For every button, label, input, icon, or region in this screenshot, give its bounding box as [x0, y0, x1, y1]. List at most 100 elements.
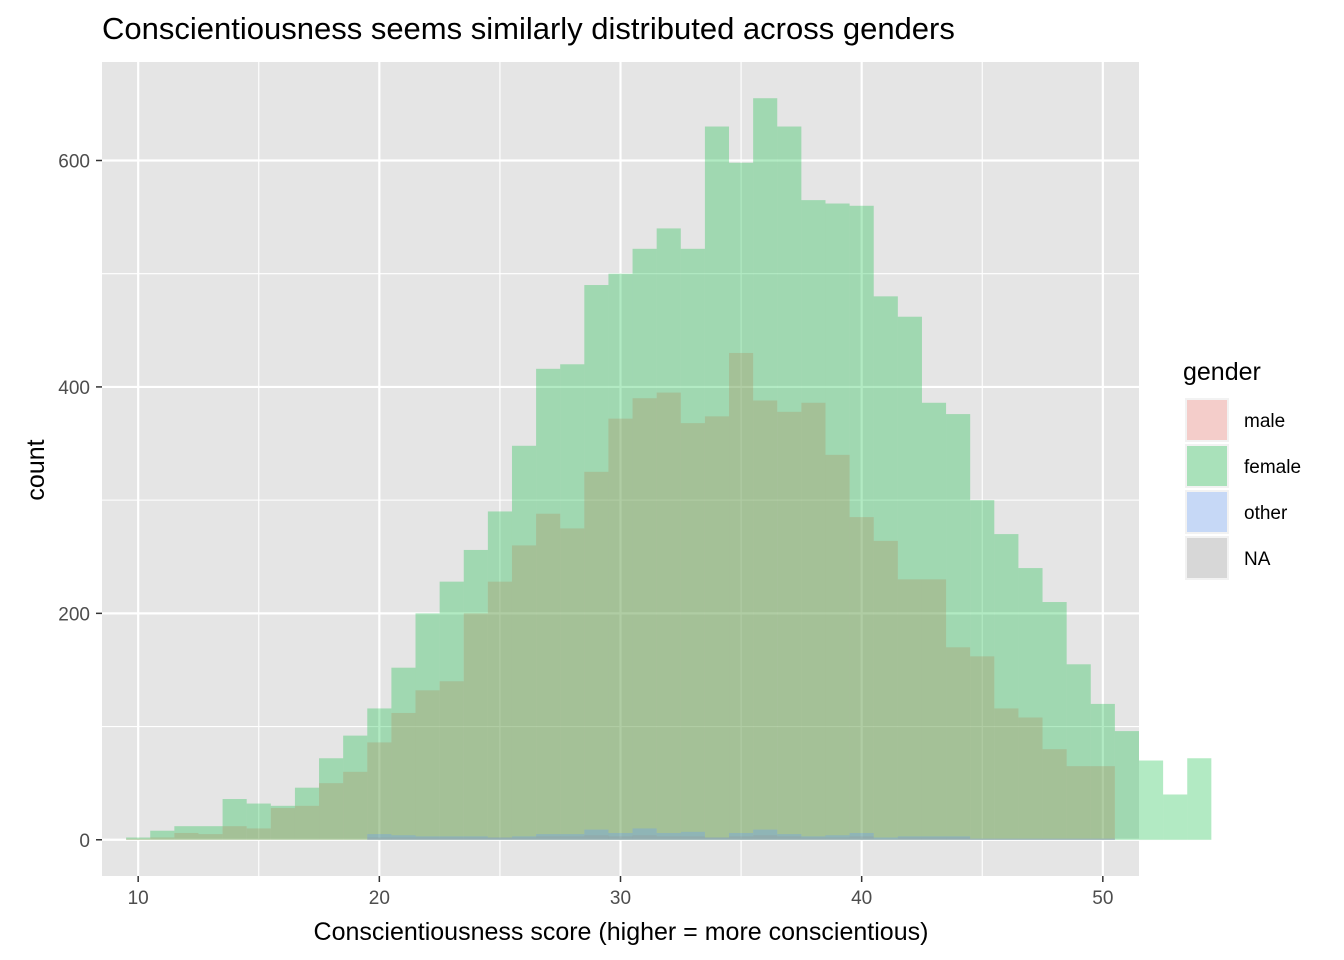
legend-label-male: male	[1244, 411, 1285, 432]
bar-female	[704, 126, 730, 840]
bar-na	[873, 838, 898, 840]
legend: gender male female other NA	[1183, 358, 1301, 580]
bar-female	[1187, 758, 1212, 840]
bar-male	[897, 579, 922, 840]
bar-female	[680, 248, 705, 840]
bar-other	[391, 835, 416, 840]
bar-male	[536, 513, 561, 840]
bar-female	[777, 126, 802, 840]
bar-na	[487, 837, 512, 840]
bar-female	[319, 758, 344, 840]
bar-male	[873, 540, 898, 840]
legend-key-female	[1187, 446, 1227, 486]
chart-title: Conscientiousness seems similarly distri…	[102, 11, 955, 46]
gridlines	[102, 62, 1139, 876]
bar-female	[994, 534, 1019, 840]
legend-key-male	[1187, 400, 1227, 440]
bar-female	[415, 613, 440, 840]
y-axis-title: count	[22, 439, 50, 500]
bar-female	[946, 414, 971, 840]
x-tick-label: 20	[369, 888, 390, 909]
bar-female	[487, 511, 512, 840]
bar-male	[704, 416, 730, 840]
bar-female	[343, 735, 368, 840]
bar-female	[897, 316, 922, 840]
bar-na	[897, 837, 922, 840]
bar-other	[439, 836, 464, 840]
legend-key-bg	[1185, 398, 1229, 442]
bar-other	[946, 836, 971, 840]
bar-male	[343, 771, 368, 840]
bar-male	[1066, 766, 1091, 840]
bar-female	[222, 799, 247, 840]
bar-male	[608, 418, 633, 840]
bar-male	[1090, 766, 1115, 840]
bar-other	[729, 832, 754, 840]
bar-male	[946, 647, 971, 840]
legend-label-female: female	[1244, 457, 1301, 478]
bar-female	[150, 830, 175, 840]
bar-female	[174, 826, 199, 840]
bar-na	[656, 836, 681, 840]
bar-female	[439, 581, 464, 840]
bar-other	[367, 834, 392, 840]
bar-na	[1090, 838, 1115, 840]
bar-other	[656, 832, 681, 840]
bar-other	[970, 838, 995, 840]
bar-other	[825, 835, 850, 840]
bar-male	[319, 783, 344, 840]
bar-male	[439, 681, 464, 840]
bar-other	[753, 829, 778, 840]
bar-male	[825, 454, 850, 840]
bar-female	[1163, 794, 1188, 840]
bar-male	[970, 656, 995, 840]
bar-male	[1018, 717, 1043, 840]
bar-other	[994, 838, 1019, 840]
bar-female	[632, 248, 657, 840]
bar-na	[1066, 838, 1091, 840]
bar-na	[753, 835, 778, 840]
bar-female	[608, 273, 633, 840]
bar-female	[246, 803, 271, 840]
legend-key-bg	[1185, 490, 1229, 534]
legend-key-other	[1187, 492, 1227, 532]
bar-other	[487, 837, 512, 840]
bar-male	[632, 398, 657, 840]
bar-male	[222, 826, 247, 840]
bar-na	[560, 836, 585, 840]
x-tick-label: 10	[128, 888, 149, 909]
legend-key-bg	[1185, 444, 1229, 488]
bar-other	[632, 828, 657, 840]
bar-female	[849, 205, 874, 840]
x-tick-label: 40	[851, 888, 872, 909]
bar-male	[463, 613, 488, 840]
x-axis-title: Conscientiousness score (higher = more c…	[314, 918, 929, 946]
y-tick-label: 200	[58, 604, 90, 625]
legend-key-bg	[1185, 536, 1229, 580]
bar-male	[729, 352, 754, 840]
bar-male	[849, 517, 874, 840]
x-axis: 10 20 30 40 50	[128, 876, 1113, 909]
series-male	[126, 352, 1115, 840]
bar-female	[511, 445, 537, 840]
series-female	[126, 98, 1212, 840]
bar-other	[1066, 838, 1091, 840]
bar-male	[174, 832, 199, 840]
bar-other	[1090, 838, 1115, 840]
bar-na	[825, 837, 850, 840]
bar-male	[511, 545, 537, 840]
bar-na	[584, 835, 609, 840]
bar-other	[1042, 838, 1067, 840]
bar-other	[415, 836, 440, 840]
x-tick-label: 30	[610, 888, 631, 909]
bar-female	[560, 364, 585, 840]
legend-label-na: NA	[1244, 549, 1271, 570]
legend-key-na	[1187, 538, 1227, 578]
bar-male	[560, 528, 585, 840]
bar-male	[270, 808, 295, 840]
bar-female	[656, 228, 681, 840]
bar-male	[126, 838, 151, 840]
bar-na	[777, 836, 802, 840]
bar-female	[1066, 664, 1091, 840]
